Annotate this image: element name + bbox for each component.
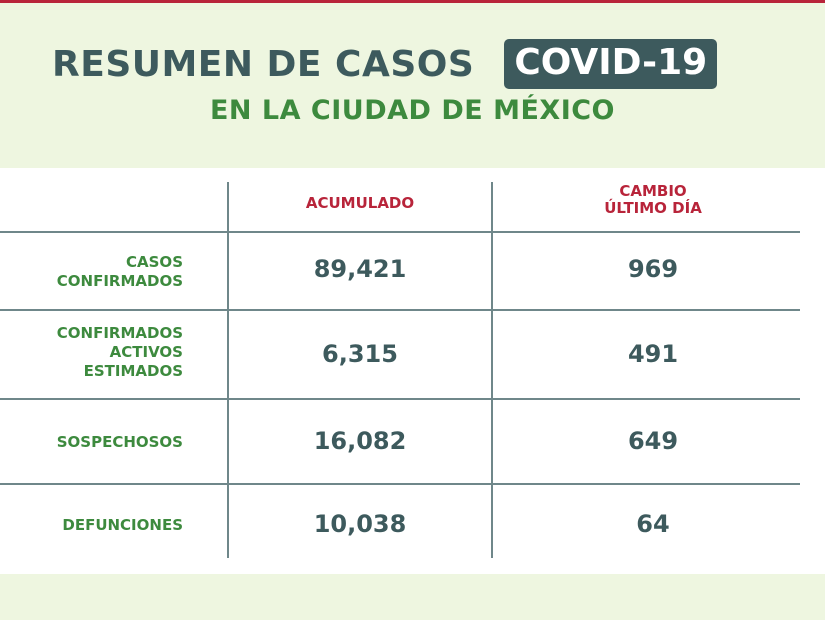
value-acumulado: 6,315 [322,340,398,368]
column-divider [491,182,493,558]
value-acumulado: 16,082 [313,427,407,455]
row-label-defunciones: DEFUNCIONES [0,516,183,535]
value-cambio: 491 [627,340,679,368]
row-divider [0,483,800,485]
row-label-line: ESTIMADOS [83,362,183,380]
column-header-label: ÚLTIMO DÍA [604,199,702,217]
title-row: RESUMEN DE CASOS COVID-19 [52,38,718,90]
row-label-line: CASOS [126,253,183,271]
row-label-confirmados-activos-estimados: CONFIRMADOS ACTIVOS ESTIMADOS [0,324,183,381]
column-header-cambio: CAMBIO ÚLTIMO DÍA [493,183,813,217]
column-header-label: ACUMULADO [305,194,415,212]
column-header-acumulado: ACUMULADO [229,195,491,212]
row-label-line: ACTIVOS [109,343,183,361]
column-header-label: CAMBIO [619,182,687,200]
row-label-line: CONFIRMADOS [56,272,183,290]
row-label-line: CONFIRMADOS [56,324,183,342]
row-label-line: DEFUNCIONES [62,516,183,534]
value-cambio: 649 [627,427,679,455]
page-title: RESUMEN DE CASOS [52,43,475,85]
covid-badge: COVID-19 [504,39,718,89]
page-subtitle: EN LA CIUDAD DE MÉXICO [209,95,616,126]
row-label-casos-confirmados: CASOS CONFIRMADOS [0,253,183,291]
row-label-line: SOSPECHOSOS [56,433,183,451]
summary-table: ACUMULADO CAMBIO ÚLTIMO DÍA CASOS CONFIR… [0,168,825,574]
row-divider [0,309,800,311]
row-divider [0,231,800,233]
value-acumulado: 10,038 [313,510,407,538]
header: RESUMEN DE CASOS COVID-19 EN LA CIUDAD D… [0,3,825,168]
value-acumulado: 89,421 [313,255,407,283]
value-cambio: 64 [636,510,670,538]
row-label-sospechosos: SOSPECHOSOS [0,433,183,452]
column-divider [227,182,229,558]
row-divider [0,398,800,400]
value-cambio: 969 [627,255,679,283]
footer-band [0,574,825,620]
top-accent-bar [0,0,825,3]
